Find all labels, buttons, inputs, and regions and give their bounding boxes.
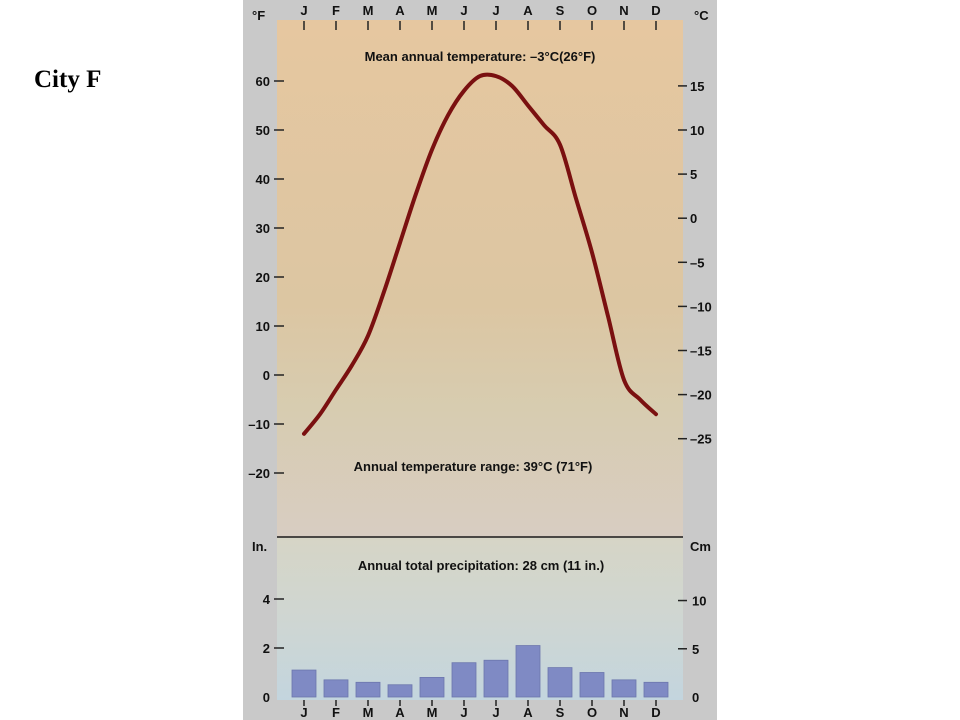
y-tick-label-c: 10 xyxy=(690,123,704,138)
month-label-bottom: F xyxy=(332,705,340,720)
y-tick-label-f: –10 xyxy=(248,417,270,432)
month-label-top: M xyxy=(363,3,374,18)
month-label-bottom: D xyxy=(651,705,660,720)
temperature-panel xyxy=(277,20,683,537)
page-title: City F xyxy=(34,66,102,93)
y-tick-label-cm: 10 xyxy=(692,594,706,609)
y-tick-label-f: 40 xyxy=(256,172,270,187)
precipitation-bar xyxy=(323,679,349,698)
y-tick-label-c: –5 xyxy=(690,255,704,270)
y-tick-label-cm: 0 xyxy=(692,690,699,705)
y-tick-label-c: 5 xyxy=(690,167,697,182)
month-label-top: J xyxy=(460,3,467,18)
precipitation-bar xyxy=(291,669,317,698)
y-tick-label-f: 60 xyxy=(256,74,270,89)
precipitation-bar xyxy=(451,662,477,698)
month-label-top: N xyxy=(619,3,628,18)
precipitation-bars xyxy=(291,645,669,698)
left-unit-f: °F xyxy=(252,8,265,23)
y-tick-label-c: –10 xyxy=(690,299,712,314)
y-tick-label-c: –20 xyxy=(690,388,712,403)
temperature-line-layer xyxy=(302,72,658,436)
precipitation-bar xyxy=(643,681,669,698)
y-tick-label-c: 0 xyxy=(690,211,697,226)
month-label-bottom: M xyxy=(363,705,374,720)
precipitation-panel xyxy=(277,537,683,700)
y-tick-label-f: 30 xyxy=(256,221,270,236)
y-tick-label-f: 20 xyxy=(256,270,270,285)
temperature-line xyxy=(302,72,658,436)
precipitation-bar xyxy=(355,681,381,698)
y-tick-label-in: 2 xyxy=(263,641,270,656)
month-label-top: F xyxy=(332,3,340,18)
y-tick-label-f: 10 xyxy=(256,319,270,334)
temperature-range-annotation: Annual temperature range: 39°C (71°F) xyxy=(354,459,593,474)
y-tick-label-c: 15 xyxy=(690,79,704,94)
month-label-bottom: S xyxy=(556,705,565,720)
month-label-top: A xyxy=(523,3,533,18)
y-tick-label-f: 50 xyxy=(256,123,270,138)
month-label-bottom: N xyxy=(619,705,628,720)
precipitation-bar xyxy=(579,672,605,698)
month-label-bottom: J xyxy=(492,705,499,720)
month-label-top: A xyxy=(395,3,405,18)
y-tick-label-f: 0 xyxy=(263,368,270,383)
month-label-top: M xyxy=(427,3,438,18)
precipitation-bar xyxy=(547,667,573,698)
precipitation-bar xyxy=(483,659,509,698)
y-tick-label-f: –20 xyxy=(248,466,270,481)
month-label-top: D xyxy=(651,3,660,18)
month-label-top: S xyxy=(556,3,565,18)
y-tick-label-in: 4 xyxy=(263,592,271,607)
precipitation-bar xyxy=(611,679,637,698)
axes-layer: JJFFMMAAMMJJJJAASSOONNDD6050403020100–10… xyxy=(248,3,711,720)
y-tick-label-c: –25 xyxy=(690,432,712,447)
month-label-top: O xyxy=(587,3,597,18)
month-label-bottom: M xyxy=(427,705,438,720)
y-tick-label-cm: 5 xyxy=(692,642,699,657)
month-label-bottom: J xyxy=(300,705,307,720)
right-unit-c: °C xyxy=(694,8,709,23)
y-tick-label-c: –15 xyxy=(690,344,712,359)
precipitation-bar xyxy=(419,677,445,698)
month-label-bottom: O xyxy=(587,705,597,720)
temperature-title: Mean annual temperature: –3°C(26°F) xyxy=(365,49,596,64)
month-label-top: J xyxy=(492,3,499,18)
left-unit-in: In. xyxy=(252,539,267,554)
y-tick-label-in: 0 xyxy=(263,690,270,705)
right-unit-cm: Cm xyxy=(690,539,711,554)
month-label-bottom: J xyxy=(460,705,467,720)
month-label-bottom: A xyxy=(395,705,405,720)
month-label-bottom: A xyxy=(523,705,533,720)
month-label-top: J xyxy=(300,3,307,18)
precipitation-title: Annual total precipitation: 28 cm (11 in… xyxy=(358,558,604,573)
precipitation-bar xyxy=(515,645,541,698)
precipitation-bar xyxy=(387,684,413,698)
